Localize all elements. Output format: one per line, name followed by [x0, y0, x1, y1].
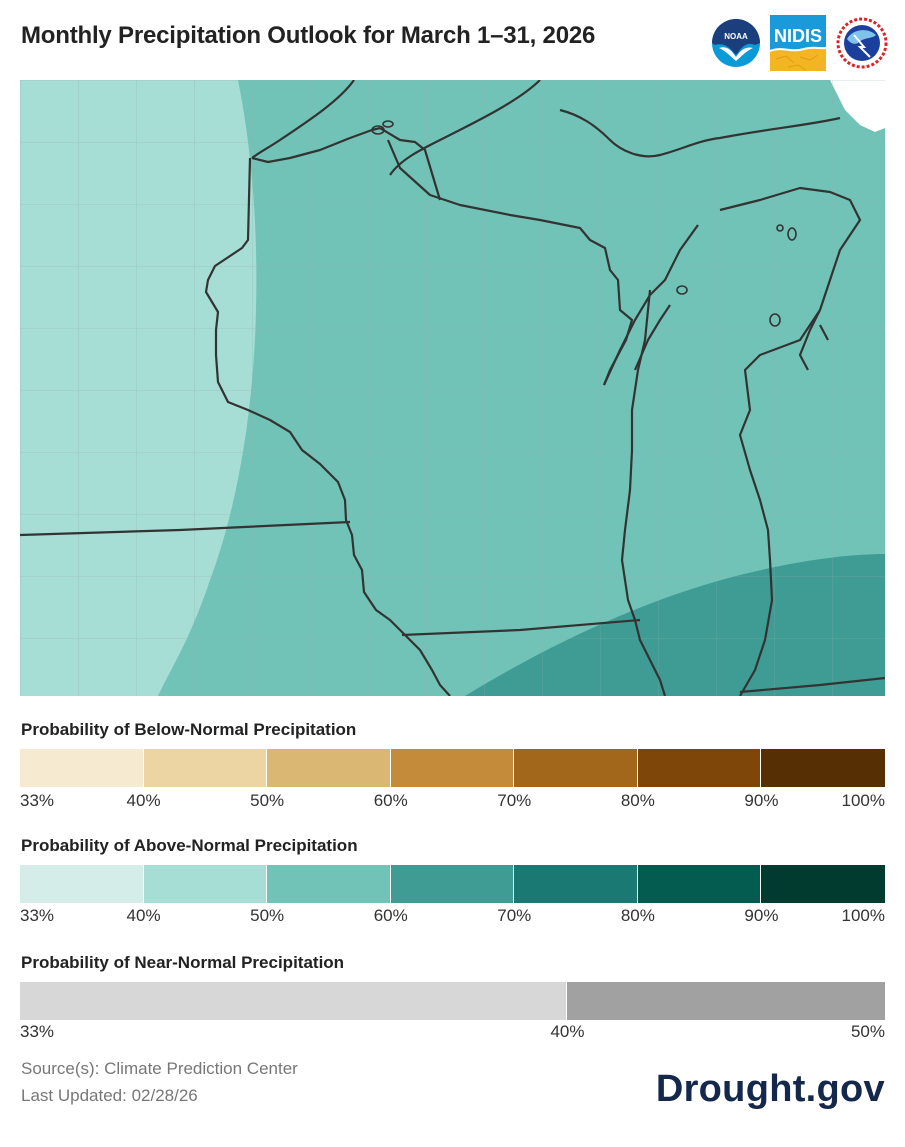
- legend-above-tick: 100%: [841, 906, 885, 925]
- legend-below-swatch: [20, 749, 144, 787]
- legend-above-swatch: [267, 865, 391, 903]
- legend-above-swatch: [514, 865, 638, 903]
- legend-below-tick: 70%: [497, 791, 532, 810]
- legend-near-title: Probability of Near-Normal Precipitation: [21, 953, 345, 972]
- legend-above-swatch: [390, 865, 515, 903]
- legend-above-tick: 80%: [620, 906, 655, 925]
- legend-below-swatch: [390, 749, 515, 787]
- legend-above-title: Probability of Above-Normal Precipitatio…: [21, 836, 358, 855]
- legend-below-swatch: [514, 749, 638, 787]
- legend-above-tick: 90%: [744, 906, 779, 925]
- legend-below-swatch: [143, 749, 268, 787]
- legend-below-bar: [20, 749, 885, 787]
- svg-text:NOAA: NOAA: [724, 32, 748, 41]
- state-boundaries: [20, 80, 885, 696]
- legend-above-tick: 33%: [20, 906, 55, 925]
- legend-near-ticks: 33% 40% 50%: [20, 1022, 885, 1044]
- legend-above-swatch: [637, 865, 762, 903]
- drought-gov-brand[interactable]: Drought.gov: [655, 1068, 885, 1110]
- legend-above-ticks: 33% 40% 50% 60% 70% 80% 90% 100%: [20, 906, 885, 928]
- legend-below-swatch: [267, 749, 391, 787]
- legend-above-tick: 60%: [373, 906, 408, 925]
- legend-above-bar: [20, 865, 885, 903]
- legend-below-tick: 33%: [20, 791, 55, 810]
- page-title: Monthly Precipitation Outlook for March …: [21, 22, 596, 49]
- svg-text:NIDIS: NIDIS: [774, 26, 822, 46]
- legend-near-bar: [20, 982, 885, 1020]
- legend-below-tick: 90%: [744, 791, 779, 810]
- source-text: Source(s): Climate Prediction Center: [21, 1059, 298, 1078]
- precipitation-outlook-map[interactable]: [20, 80, 885, 696]
- legend-below-swatch: [761, 749, 885, 787]
- legend-above-tick: 50%: [250, 906, 285, 925]
- legend-near-swatch: [20, 982, 568, 1020]
- legend-below-tick: 80%: [620, 791, 655, 810]
- legend-below-title: Probability of Below-Normal Precipitatio…: [21, 720, 357, 739]
- legend-above-tick: 70%: [497, 906, 532, 925]
- legend-above-tick: 40%: [126, 906, 161, 925]
- islands: [371, 120, 797, 327]
- legend-below-tick: 40%: [126, 791, 161, 810]
- legend-near-swatch: [567, 982, 885, 1020]
- legend-above-swatch: [761, 865, 885, 903]
- legend-below-ticks: 33% 40% 50% 60% 70% 80% 90% 100%: [20, 791, 885, 813]
- legend-below-tick: 60%: [373, 791, 408, 810]
- legend-near-tick: 50%: [850, 1022, 885, 1041]
- legend-near-tick: 40%: [550, 1022, 585, 1041]
- legend-below-tick: 100%: [841, 791, 885, 810]
- legend-above-swatch: [20, 865, 144, 903]
- partner-logos: NOAA NIDIS: [711, 15, 891, 71]
- county-boundaries: [20, 80, 885, 696]
- nws-logo-icon: [835, 16, 889, 70]
- map-canvas: [20, 80, 885, 696]
- legend-below-swatch: [637, 749, 762, 787]
- nidis-logo-icon: NIDIS: [770, 15, 826, 71]
- noaa-logo-icon: NOAA: [712, 19, 760, 67]
- legend-below-tick: 50%: [250, 791, 285, 810]
- last-updated-text: Last Updated: 02/28/26: [21, 1086, 198, 1105]
- legend-above-swatch: [143, 865, 268, 903]
- legend-near-tick: 33%: [20, 1022, 55, 1041]
